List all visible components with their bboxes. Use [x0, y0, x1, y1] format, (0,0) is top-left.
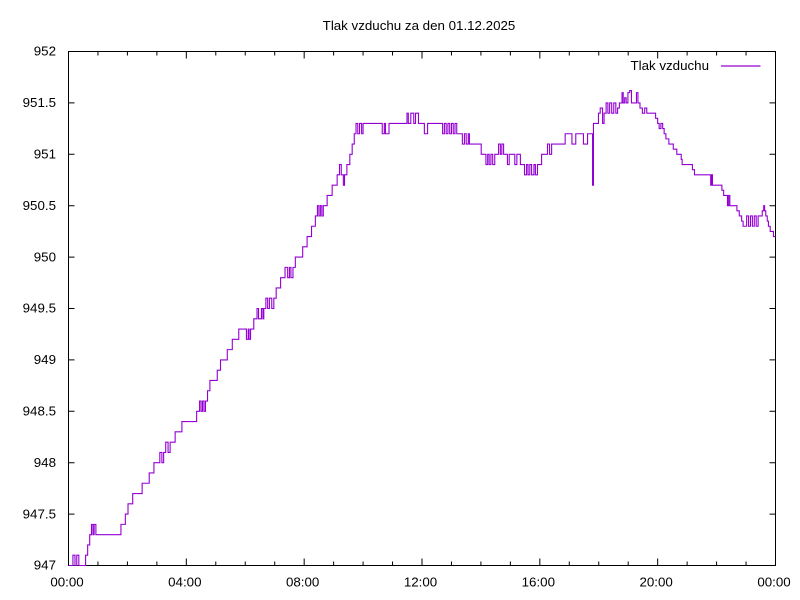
svg-text:951.5: 951.5 [23, 95, 56, 110]
svg-text:950.5: 950.5 [23, 198, 56, 213]
svg-text:16:00: 16:00 [522, 575, 555, 590]
svg-text:952: 952 [34, 44, 56, 59]
svg-text:12:00: 12:00 [404, 575, 437, 590]
svg-text:947: 947 [34, 558, 56, 573]
svg-text:Tlak vzduchu: Tlak vzduchu [630, 58, 709, 73]
svg-text:951: 951 [34, 147, 56, 162]
svg-text:20:00: 20:00 [639, 575, 672, 590]
svg-text:948: 948 [34, 455, 56, 470]
svg-text:Tlak vzduchu za den 01.12.2025: Tlak vzduchu za den 01.12.2025 [323, 18, 516, 33]
svg-text:949: 949 [34, 352, 56, 367]
svg-text:949.5: 949.5 [23, 301, 56, 316]
svg-text:00:00: 00:00 [757, 575, 790, 590]
svg-text:08:00: 08:00 [286, 575, 319, 590]
svg-text:00:00: 00:00 [50, 575, 83, 590]
svg-text:950: 950 [34, 249, 56, 264]
svg-text:947.5: 947.5 [23, 506, 56, 521]
svg-text:04:00: 04:00 [168, 575, 201, 590]
svg-text:948.5: 948.5 [23, 404, 56, 419]
